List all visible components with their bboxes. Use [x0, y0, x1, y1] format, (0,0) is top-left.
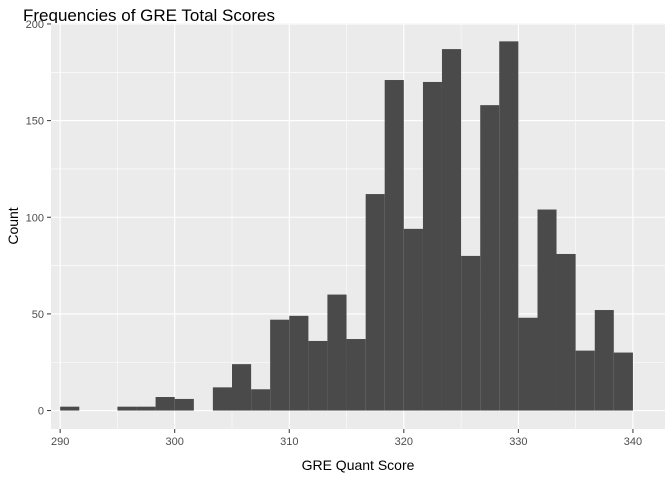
histogram-bar: [60, 406, 80, 411]
histogram-bar: [365, 194, 385, 411]
y-tick-label: 100: [26, 212, 44, 224]
chart-title: Frequencies of GRE Total Scores: [23, 6, 275, 25]
x-tick-label: 330: [509, 436, 527, 448]
histogram-bar: [289, 315, 309, 411]
histogram-bar: [117, 406, 137, 411]
axes-layer: 290 300 310 320 330 340 0 50 100 150 200: [26, 19, 642, 448]
histogram-bar: [441, 49, 462, 411]
bars-layer: [60, 41, 633, 411]
histogram-bar: [480, 105, 500, 411]
histogram-bar: [174, 398, 194, 411]
histogram-bar: [537, 209, 557, 411]
y-tick-label: 150: [26, 116, 44, 128]
histogram-bar: [613, 352, 633, 411]
histogram-bar: [251, 389, 271, 411]
histogram-bar: [575, 350, 595, 411]
x-tick-label: 300: [166, 436, 184, 448]
y-tick-label: 0: [38, 406, 44, 418]
x-tick-label: 340: [624, 436, 642, 448]
histogram-bar: [556, 253, 576, 411]
histogram-bar: [346, 339, 366, 411]
y-tick-label: 50: [32, 309, 44, 321]
x-axis-label: GRE Quant Score: [302, 457, 415, 473]
histogram-bar: [461, 255, 481, 411]
histogram-bar: [231, 364, 252, 411]
histogram-bar: [384, 80, 404, 411]
grid-layer: [51, 23, 665, 429]
histogram-bar: [212, 387, 232, 411]
y-tick-label: 200: [26, 19, 44, 31]
histogram-bar: [422, 81, 442, 411]
x-tick-label: 290: [51, 436, 69, 448]
histogram-bar: [136, 406, 156, 411]
y-axis-label: Count: [5, 207, 21, 244]
histogram-bar: [308, 340, 328, 411]
histogram-bar: [594, 310, 614, 411]
histogram-bar: [518, 317, 538, 411]
histogram-bar: [403, 228, 423, 411]
histogram-bar: [327, 294, 347, 411]
histogram-bar: [270, 319, 290, 411]
histogram-bar: [155, 397, 175, 411]
x-tick-label: 310: [280, 436, 298, 448]
histogram-bar: [499, 41, 519, 411]
x-tick-label: 320: [395, 436, 413, 448]
